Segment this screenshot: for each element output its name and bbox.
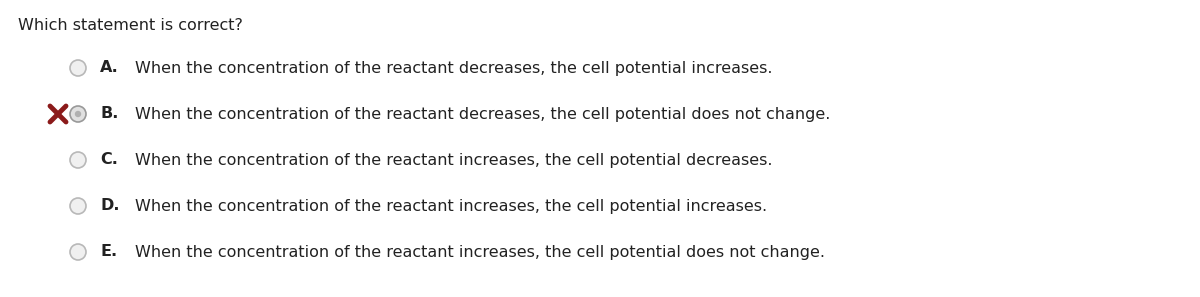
- Text: A.: A.: [100, 61, 119, 75]
- Ellipse shape: [70, 152, 86, 168]
- Ellipse shape: [74, 111, 82, 117]
- Text: C.: C.: [100, 152, 118, 168]
- Text: When the concentration of the reactant decreases, the cell potential does not ch: When the concentration of the reactant d…: [134, 107, 830, 121]
- Text: When the concentration of the reactant decreases, the cell potential increases.: When the concentration of the reactant d…: [134, 61, 773, 75]
- Text: B.: B.: [100, 107, 119, 121]
- Ellipse shape: [70, 244, 86, 260]
- Text: Which statement is correct?: Which statement is correct?: [18, 18, 242, 33]
- Ellipse shape: [70, 198, 86, 214]
- Text: When the concentration of the reactant increases, the cell potential increases.: When the concentration of the reactant i…: [134, 198, 767, 214]
- Text: D.: D.: [100, 198, 120, 214]
- Text: E.: E.: [100, 244, 118, 260]
- Ellipse shape: [70, 60, 86, 76]
- Ellipse shape: [70, 106, 86, 122]
- Text: When the concentration of the reactant increases, the cell potential does not ch: When the concentration of the reactant i…: [134, 244, 826, 260]
- Text: When the concentration of the reactant increases, the cell potential decreases.: When the concentration of the reactant i…: [134, 152, 773, 168]
